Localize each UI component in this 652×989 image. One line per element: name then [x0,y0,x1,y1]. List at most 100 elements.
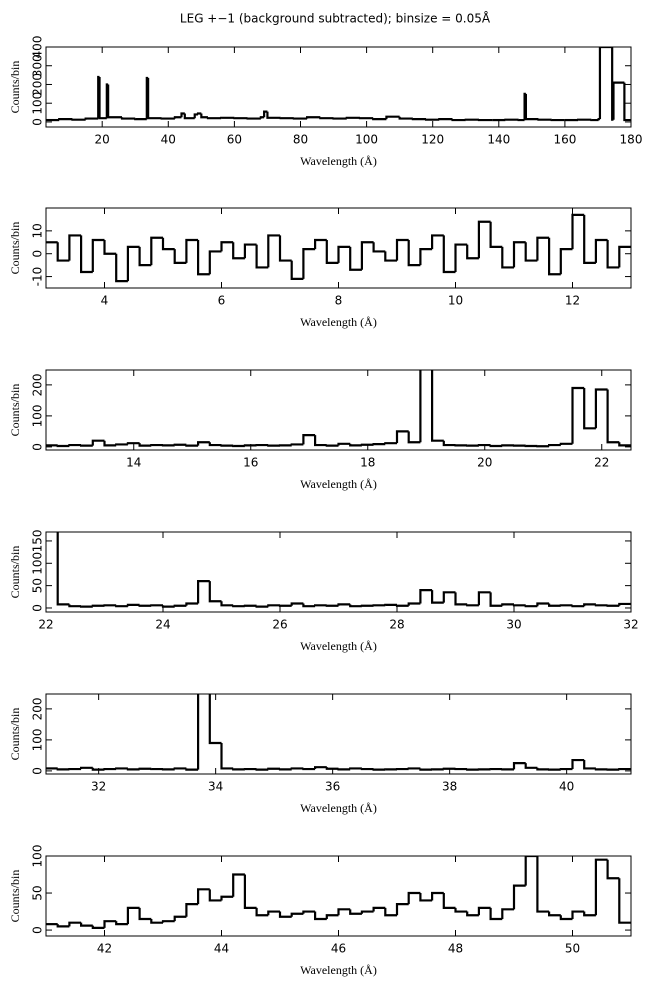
y-axis-label: Counts/bin [8,708,22,761]
bin-step [267,910,280,916]
bin-step [537,118,552,121]
y-tick-label: 100 [31,92,45,115]
bin-step [115,253,128,283]
bin-step [583,214,596,264]
bin-step [360,443,374,446]
bin-step [501,603,514,606]
bin-step [337,768,351,771]
bin-step [466,911,479,917]
y-tick-label: 0 [31,443,45,451]
bin-step [431,370,444,442]
x-tick-label: 32 [91,780,106,794]
bin-step [325,240,339,264]
bin-step [290,602,304,606]
bin-step [68,234,82,261]
bin-step [290,260,304,280]
bin-step [594,238,608,263]
bin-step [232,768,245,771]
bin-step [349,246,362,271]
bin-step [290,912,304,917]
x-tick-label: 48 [448,942,463,956]
plot-frame [45,531,632,613]
x-tick-label: 20 [477,456,492,470]
bin-step [524,605,538,608]
x-tick-label: 30 [506,618,521,632]
bin-step [91,767,105,771]
bin-step [384,251,397,262]
bin-step [56,532,70,606]
bin-step [325,767,339,770]
bin-step [147,77,162,120]
bin-step [442,893,456,909]
bin-step [411,118,427,121]
bin-step [384,907,397,917]
bin-step [220,601,234,607]
bin-step [548,443,561,447]
bin-step [431,590,444,604]
bin-step [512,762,526,770]
bin-step [290,767,304,770]
bin-step [512,884,526,910]
figure-title: LEG +−1 (background subtracted); binsize… [180,11,491,26]
y-tick-label: 100 [31,552,45,575]
bin-step [501,444,514,447]
bin-step [138,443,152,447]
x-tick-label: 6 [218,294,226,308]
x-axis-label: Wavelength (Å) [300,154,377,168]
bin-step [489,444,503,448]
y-tick-label: 50 [31,885,45,900]
bin-step [536,767,550,771]
y-axis-label: Counts/bin [8,222,22,275]
bin-step [454,592,468,606]
x-tick-label: 44 [214,942,229,956]
bin-step [290,443,304,446]
bin-step [56,924,70,928]
x-tick-label: 60 [227,133,242,147]
bin-step [395,604,409,607]
bin-step [208,250,222,275]
bin-step [56,242,70,262]
bin-step [183,113,195,120]
bin-step [173,116,182,119]
bin-step [442,767,456,770]
y-tick-label: 400 [31,36,45,59]
y-tick-label: 0 [31,118,45,126]
bin-step [407,240,421,267]
bin-step [559,248,573,275]
y-tick-label: 0 [31,604,45,612]
plot-area [46,47,631,122]
bin-step [594,858,608,916]
bin-step [314,766,327,770]
bin-step [314,238,327,250]
bin-step [612,81,625,120]
bin-step [594,768,608,771]
bin-step [360,767,374,771]
bin-step [68,921,82,927]
bin-step [115,767,128,770]
y-tick-label: 100 [31,728,45,751]
y-tick-label: -10 [31,267,45,287]
bin-step [278,768,292,771]
plot-frame [45,46,632,128]
x-tick-label: 50 [565,942,580,956]
plot-frame [45,693,632,775]
x-tick-label: 24 [155,618,170,632]
bin-step [419,589,433,604]
bin-step [255,605,269,608]
bin-step [302,603,316,608]
bin-step [489,907,503,921]
bin-step [319,117,334,120]
bin-step [208,581,222,603]
x-axis-label: Wavelength (Å) [300,315,377,329]
y-tick-label: 200 [31,697,45,720]
bin-step [161,237,175,251]
x-tick-label: 160 [553,133,576,147]
x-tick-label: 4 [101,294,109,308]
bin-step [571,605,585,608]
bin-step [536,602,550,607]
y-tick-label: 200 [31,373,45,396]
bin-step [220,895,234,901]
bin-step [206,117,222,120]
plot-area [46,370,631,448]
bin-step [80,922,93,927]
